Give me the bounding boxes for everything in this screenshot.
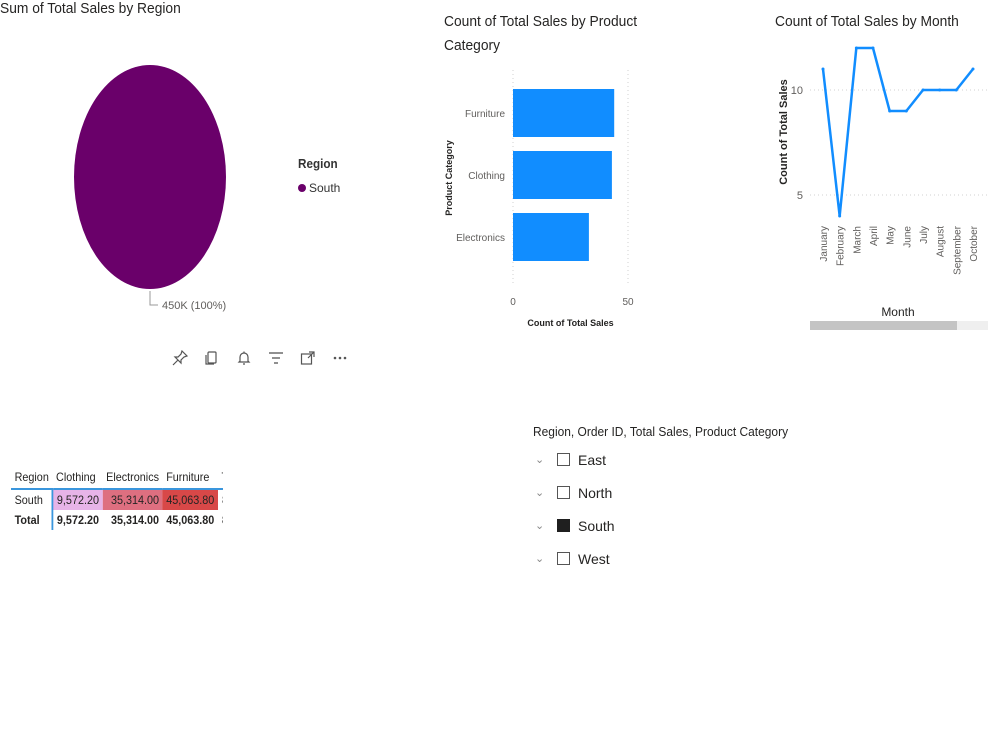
line-x-tick-label: September <box>952 225 963 275</box>
line-x-tick-label: June <box>902 226 913 248</box>
slicer-checkbox[interactable] <box>557 453 570 466</box>
pie-slice-south[interactable] <box>74 65 226 289</box>
line-x-tick-label: April <box>869 226 880 246</box>
matrix-cell[interactable]: 9,572.20 <box>56 513 99 527</box>
line-y-tick-label: 5 <box>797 190 803 202</box>
chevron-down-icon[interactable]: ⌄ <box>535 454 545 466</box>
line-x-axis-title: Month <box>881 305 914 319</box>
matrix-cell[interactable]: 45,063.80 <box>166 513 215 527</box>
matrix-cell[interactable]: 9,572.20 <box>52 489 103 510</box>
line-point-july[interactable] <box>921 88 925 92</box>
bell-icon[interactable] <box>235 349 253 367</box>
chevron-down-icon[interactable]: ⌄ <box>535 553 545 565</box>
bar-chart-title-line1: Count of Total Sales by Product <box>444 13 638 30</box>
matrix-cell[interactable]: 35,314.00 <box>110 513 159 527</box>
bar-chart[interactable]: 0 50 Furniture Clothing Electronics Count of … <box>440 60 640 335</box>
slicer-item-north[interactable]: ⌄ North <box>535 476 735 509</box>
bar-x-tick-label: 50 <box>622 297 634 308</box>
slicer-item-east[interactable]: ⌄ East <box>535 443 735 476</box>
slicer-list: ⌄ East ⌄ North ⌄ South ⌄ West <box>535 443 735 575</box>
line-x-tick-label: May <box>886 226 897 245</box>
slicer-checkbox[interactable] <box>557 486 570 499</box>
slicer-item-label: South <box>578 517 615 534</box>
matrix-header[interactable]: T <box>218 466 223 489</box>
line-scrollbar-thumb[interactable] <box>810 321 957 330</box>
matrix-cell[interactable]: 35,314.00 <box>102 489 163 510</box>
matrix-header[interactable]: Clothing <box>56 470 96 484</box>
line-point-february[interactable] <box>838 214 842 218</box>
matrix-cell[interactable]: 45,063.80 <box>162 489 218 510</box>
line-point-april[interactable] <box>871 46 875 50</box>
bar-category-label: Clothing <box>468 171 505 182</box>
slicer-item-label: West <box>578 550 610 567</box>
matrix-visual: Region Clothing Electronics Furniture T … <box>11 466 223 530</box>
focus-mode-icon[interactable] <box>299 349 317 367</box>
more-options-icon[interactable] <box>331 349 349 367</box>
slicer-item-south[interactable]: ⌄ South <box>535 509 735 542</box>
line-x-tick-label: January <box>819 226 830 262</box>
bar-furniture[interactable] <box>513 89 615 137</box>
matrix-cell[interactable]: 8 <box>218 489 223 510</box>
legend-item-label: South <box>309 181 341 195</box>
pin-icon[interactable] <box>171 349 189 367</box>
slicer-item-label: North <box>578 484 613 501</box>
filter-icon[interactable] <box>267 349 285 367</box>
pie-chart-title: Sum of Total Sales by Region <box>0 0 181 17</box>
slicer-item-west[interactable]: ⌄ West <box>535 542 735 575</box>
matrix-row-header[interactable]: South <box>11 489 54 510</box>
line-point-september[interactable] <box>954 88 958 92</box>
visual-header-toolbar <box>171 349 349 367</box>
pie-data-label: 450K (100%) <box>162 300 226 312</box>
bar-electronics[interactable] <box>513 213 589 261</box>
matrix-cell[interactable]: 8 <box>218 510 223 530</box>
chevron-down-icon[interactable]: ⌄ <box>535 520 545 532</box>
pie-legend-title: Region <box>298 156 338 171</box>
bar-category-label: Furniture <box>465 109 505 120</box>
matrix-header[interactable]: Region <box>14 470 49 484</box>
slicer-title: Region, Order ID, Total Sales, Product C… <box>533 424 789 439</box>
line-chart[interactable]: 5 10 January February March April May June July A… <box>770 40 995 335</box>
line-point-january[interactable] <box>821 67 825 71</box>
bar-x-tick-label: 0 <box>510 297 516 308</box>
legend-color-dot <box>298 184 306 192</box>
slicer-checkbox[interactable] <box>557 552 570 565</box>
bar-chart-title-line2: Category <box>444 37 501 54</box>
matrix-header[interactable]: Furniture <box>166 470 210 484</box>
matrix-row-header[interactable]: Total <box>11 510 54 530</box>
pie-chart[interactable]: 450K (100%) <box>60 55 300 320</box>
line-x-tick-label: October <box>969 225 980 261</box>
line-point-june[interactable] <box>904 109 908 113</box>
line-point-may[interactable] <box>888 109 892 113</box>
matrix-header[interactable]: Electronics <box>106 470 159 484</box>
copy-icon[interactable] <box>203 349 221 367</box>
bar-y-axis-title: Product Category <box>444 140 454 216</box>
chevron-down-icon[interactable]: ⌄ <box>535 487 545 499</box>
bar-category-label: Electronics <box>456 233 505 244</box>
pie-leader-line <box>149 291 158 306</box>
line-x-tick-label: July <box>919 226 930 244</box>
line-x-tick-label: March <box>852 226 863 254</box>
matrix-table: Region Clothing Electronics Furniture T … <box>11 466 223 530</box>
line-y-axis-title: Count of Total Sales <box>778 79 790 185</box>
pie-legend-item-south[interactable]: South <box>298 181 340 195</box>
line-point-october[interactable] <box>971 67 975 71</box>
bar-x-axis-title: Count of Total Sales <box>527 318 613 328</box>
line-series[interactable] <box>821 46 974 218</box>
matrix-header-row: Region Clothing Electronics Furniture T <box>11 466 223 489</box>
line-x-tick-label: February <box>836 226 847 266</box>
line-chart-title: Count of Total Sales by Month <box>775 13 959 30</box>
slicer-checkbox[interactable] <box>557 519 570 532</box>
slicer-item-label: East <box>578 451 607 468</box>
bar-clothing[interactable] <box>513 151 612 199</box>
line-point-august[interactable] <box>938 88 942 92</box>
line-x-tick-label: August <box>936 226 947 257</box>
line-point-march[interactable] <box>854 46 858 50</box>
line-y-tick-label: 10 <box>791 85 803 97</box>
